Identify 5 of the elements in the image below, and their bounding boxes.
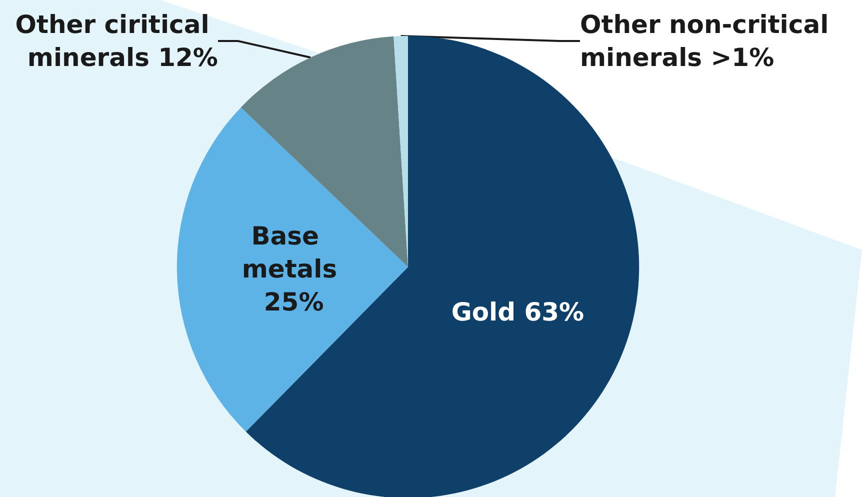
data-label: 25% bbox=[255, 287, 324, 316]
slice-label: Base metals bbox=[242, 221, 338, 284]
slice-label: Gold 63% bbox=[451, 297, 584, 326]
slice-label: Other non-critical minerals >1% bbox=[580, 10, 838, 72]
slice-label: Other ciritical minerals 12% bbox=[15, 10, 218, 72]
